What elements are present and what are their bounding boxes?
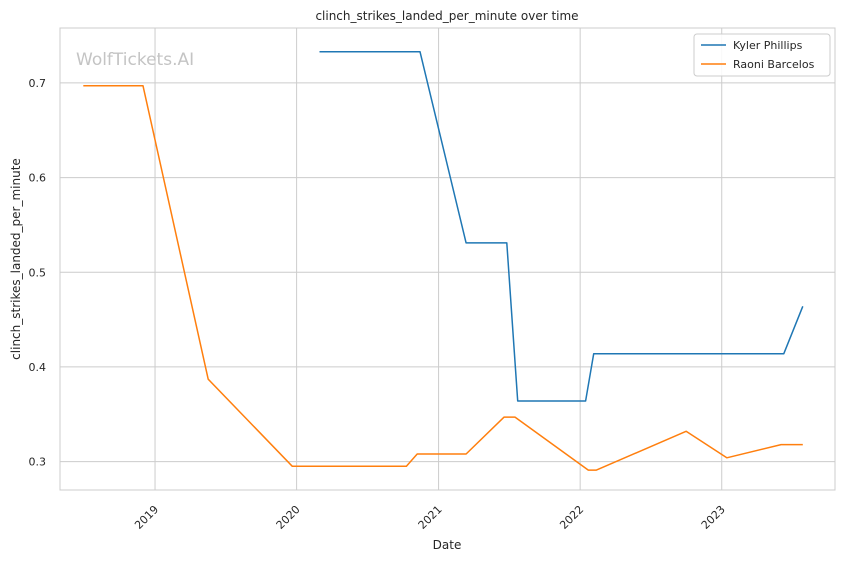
series-layer	[83, 50, 804, 471]
series-line-raoni-barcelos	[83, 85, 803, 471]
x-axis-title: Date	[433, 538, 462, 552]
legend: Kyler Phillips Raoni Barcelos	[693, 33, 831, 77]
legend-box	[693, 33, 831, 77]
y-tick-label: 0.3	[29, 456, 47, 469]
y-tick-label: 0.6	[29, 172, 47, 185]
plot-frame	[59, 27, 836, 491]
y-tick-label: 0.5	[29, 266, 47, 279]
chart-title: clinch_strikes_landed_per_minute over ti…	[315, 9, 578, 23]
grid	[60, 28, 835, 490]
y-axis-title: clinch_strikes_landed_per_minute	[9, 158, 23, 360]
y-tick-label: 0.7	[29, 77, 47, 90]
legend-label-kyler-phillips: Kyler Phillips	[733, 39, 803, 52]
series-line-kyler-phillips	[319, 50, 804, 402]
y-tick-label: 0.4	[29, 361, 47, 374]
legend-label-raoni-barcelos: Raoni Barcelos	[733, 58, 815, 71]
watermark: WolfTickets.AI	[76, 50, 194, 70]
